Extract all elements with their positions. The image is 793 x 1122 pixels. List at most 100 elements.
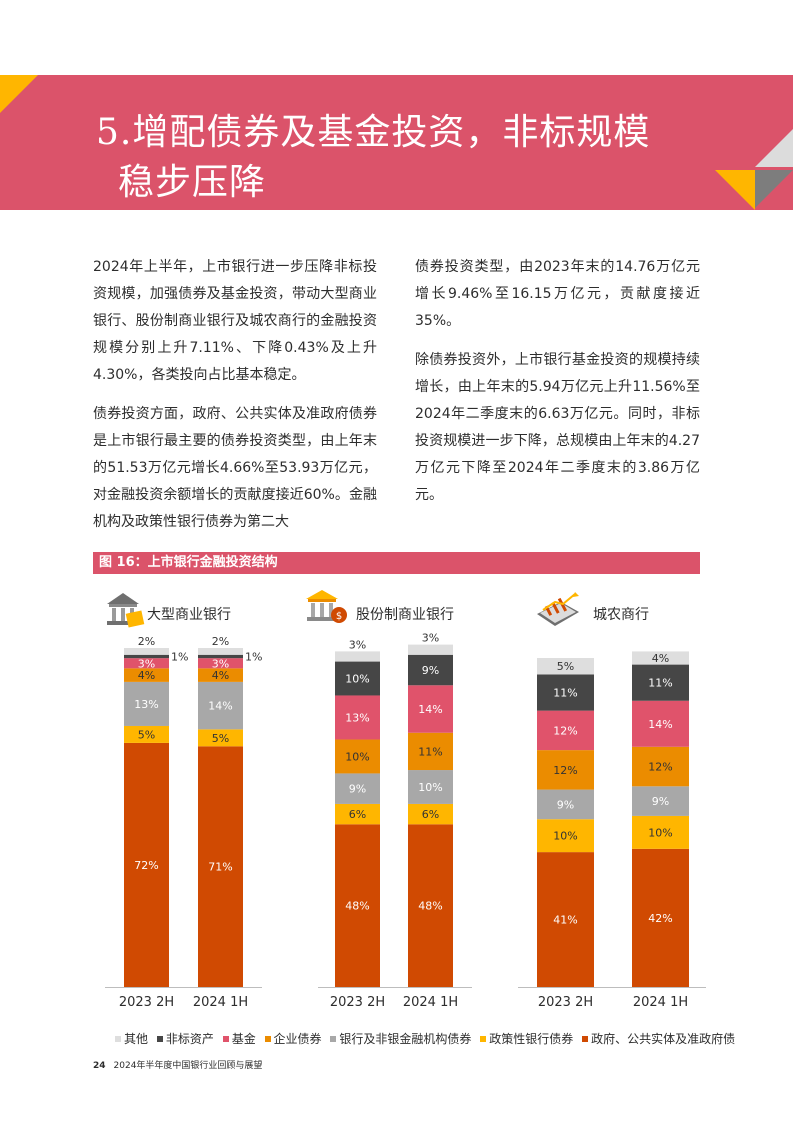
category-label: 2023 2H — [119, 995, 174, 1010]
data-label: 11% — [418, 745, 442, 758]
bar-segment — [124, 681, 169, 726]
bar-segment — [335, 695, 380, 740]
data-label: 3% — [138, 657, 155, 670]
data-label: 2% — [212, 635, 229, 648]
bar-segment — [335, 824, 380, 987]
data-label: 14% — [208, 700, 232, 713]
body-right-column: 债券投资类型，由2023年末的14.76万亿元增长9.46%至16.15万亿元，… — [415, 254, 700, 521]
data-label: 12% — [553, 724, 577, 737]
data-label: 1% — [171, 650, 188, 663]
page-footer: 24 2024年半年度中国银行业回顾与展望 — [93, 1058, 262, 1071]
bar-segment — [632, 700, 689, 747]
bar-segment — [198, 681, 243, 730]
body-paragraph: 债券投资方面，政府、公共实体及准政府债券是上市银行最主要的债券投资类型，由上年末… — [93, 406, 377, 530]
legend-label: 银行及非银金融机构债券 — [339, 1032, 472, 1046]
data-label: 41% — [553, 914, 577, 927]
data-label: 3% — [349, 638, 366, 651]
legend-swatch — [264, 1035, 271, 1042]
bar-segment — [408, 654, 453, 686]
bar-segment — [198, 654, 243, 659]
bar-segment — [537, 819, 594, 853]
data-label: 2% — [138, 635, 155, 648]
data-label: 4% — [138, 669, 155, 682]
legend-item: 企业债券 — [264, 1030, 322, 1047]
data-label: 10% — [345, 750, 369, 763]
data-label: 5% — [212, 732, 229, 745]
bar-segment — [335, 739, 380, 774]
bar-segment — [124, 658, 169, 669]
title-line-1: 增配债券及基金投资，非标规模 — [132, 112, 651, 153]
bar-segment — [198, 648, 243, 655]
data-label: 1% — [245, 650, 262, 663]
bar-segment — [198, 729, 243, 747]
legend-item: 非标资产 — [156, 1030, 214, 1047]
data-label: 14% — [418, 703, 442, 716]
bar-segment — [408, 644, 453, 655]
bar-segment — [198, 668, 243, 682]
bar-segment — [632, 746, 689, 787]
money-bag-bank-icon: $ — [306, 590, 347, 623]
data-label: 12% — [648, 761, 672, 774]
legend-swatch — [480, 1035, 487, 1042]
data-label: 9% — [652, 795, 669, 808]
bar-segment — [632, 848, 689, 987]
figure-title: 图 16：上市银行金融投资结构 — [93, 552, 700, 574]
bar-segment — [632, 815, 689, 849]
data-label: 72% — [134, 859, 158, 872]
corner-triangle-decoration — [0, 75, 38, 113]
bar-segment — [124, 668, 169, 682]
legend-item: 其他 — [115, 1030, 148, 1047]
legend-swatch — [156, 1035, 163, 1042]
bar-segment — [335, 773, 380, 804]
data-label: 42% — [648, 912, 672, 925]
bar-segment — [408, 824, 453, 987]
bar-segment — [537, 789, 594, 820]
data-label: 10% — [418, 781, 442, 794]
bar-segment — [124, 725, 169, 743]
body-paragraph: 债券投资类型，由2023年末的14.76万亿元增长9.46%至16.15万亿元，… — [415, 259, 700, 329]
group-title-city-rural-bank: 城农商行 — [593, 607, 649, 623]
data-label: 14% — [648, 718, 672, 731]
data-label: 71% — [208, 861, 232, 874]
body-left-column: 2024年上半年，上市银行进一步压降非标投资规模，加强债券及基金投资，带动大型商… — [93, 254, 377, 548]
bar-segment — [124, 648, 169, 655]
bar-segment — [632, 651, 689, 665]
category-label: 2024 1H — [633, 995, 688, 1010]
legend-swatch — [115, 1035, 121, 1042]
bar-segment — [335, 803, 380, 825]
footer-text: 2024年半年度中国银行业回顾与展望 — [113, 1061, 263, 1071]
data-label: 10% — [553, 830, 577, 843]
bar-segment — [537, 658, 594, 675]
data-label: 3% — [212, 657, 229, 670]
legend-swatch — [222, 1035, 229, 1042]
bar-segment — [124, 742, 169, 987]
bar-segment — [408, 732, 453, 771]
body-paragraph: 2024年上半年，上市银行进一步压降非标投资规模，加强债券及基金投资，带动大型商… — [93, 259, 377, 383]
right-triangle-light-decoration — [755, 129, 793, 167]
bar-segment — [537, 750, 594, 790]
category-label: 2024 1H — [403, 995, 458, 1010]
legend-label: 其他 — [124, 1032, 149, 1046]
data-label: 9% — [557, 798, 574, 811]
bar-segment — [335, 661, 380, 696]
legend-label: 非标资产 — [165, 1032, 214, 1046]
data-label: 3% — [422, 632, 439, 645]
page-title: 5.增配债券及基金投资，非标规模 — [96, 103, 650, 155]
data-label: 6% — [422, 808, 439, 821]
page-number: 24 — [93, 1061, 106, 1071]
data-label: 6% — [349, 808, 366, 821]
data-label: 10% — [345, 673, 369, 686]
data-label: 12% — [553, 764, 577, 777]
category-label: 2024 1H — [193, 995, 248, 1010]
bar-segment — [198, 746, 243, 987]
legend-label: 政策性银行债券 — [489, 1032, 574, 1046]
bar-segment — [198, 658, 243, 669]
legend-label: 企业债券 — [273, 1032, 322, 1046]
right-triangle-dark-decoration — [755, 170, 793, 208]
group-title-large-bank: 大型商业银行 — [147, 607, 231, 623]
bar-segment — [537, 674, 594, 711]
data-label: 5% — [138, 728, 155, 741]
legend-swatch — [582, 1035, 589, 1042]
data-label: 10% — [648, 826, 672, 839]
bar-segment — [335, 651, 380, 662]
